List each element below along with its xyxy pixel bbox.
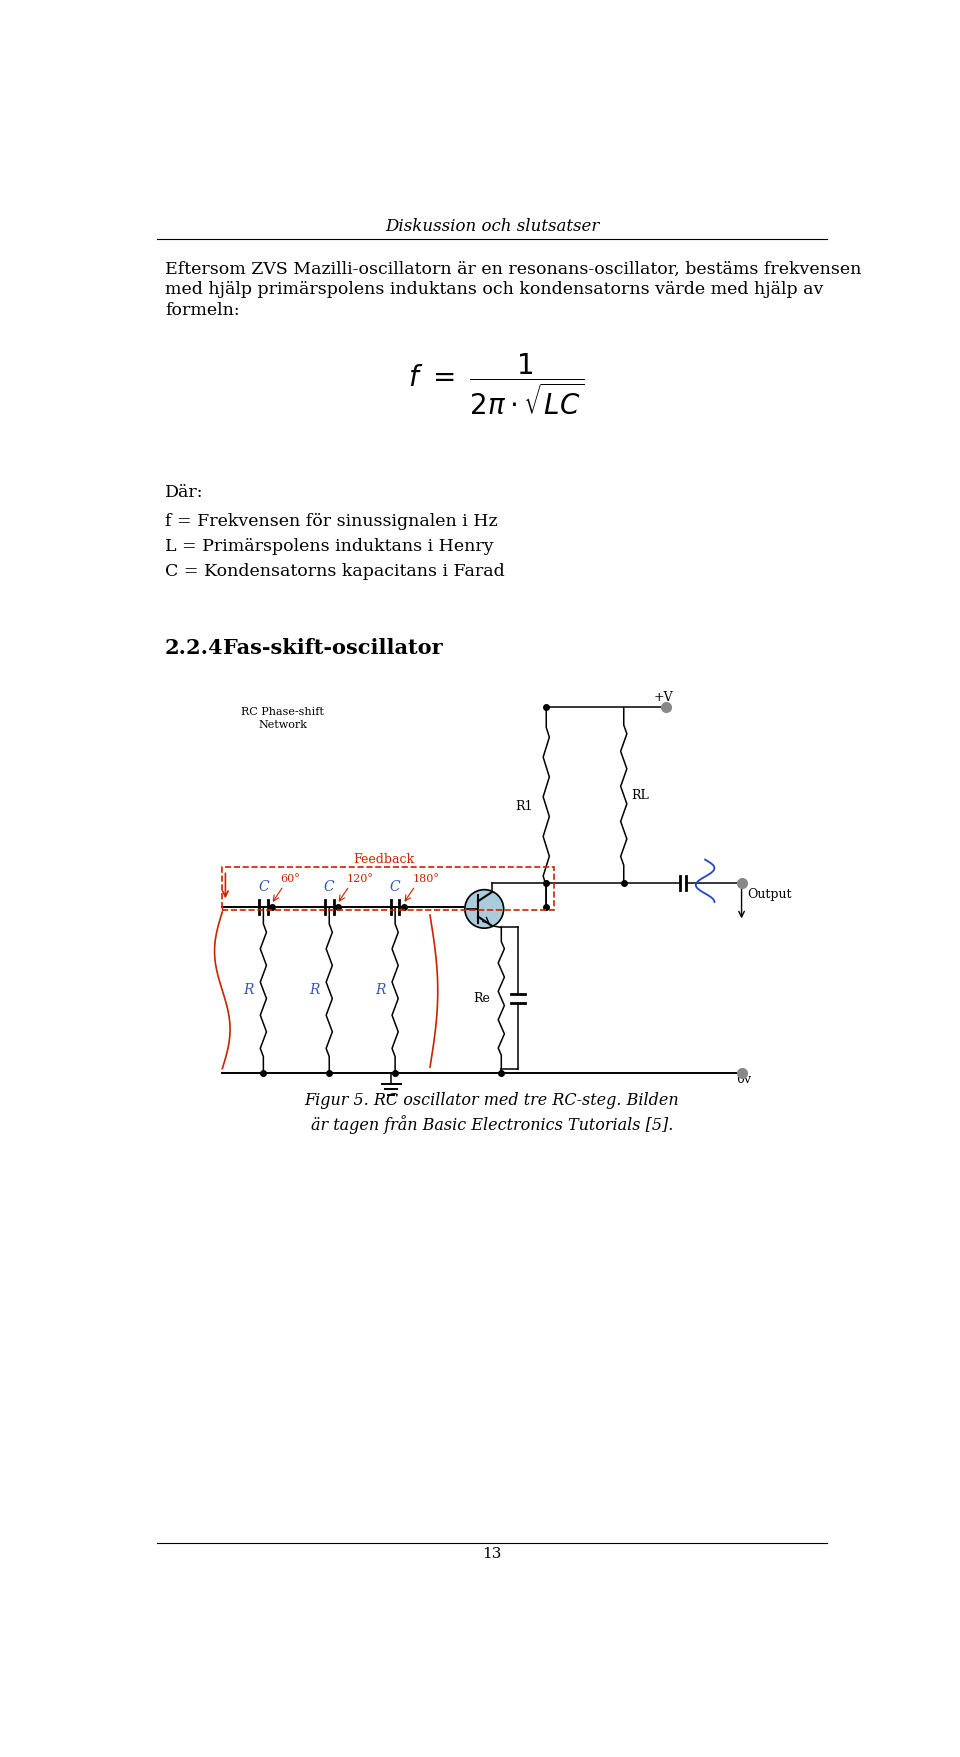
Text: +V: +V — [653, 691, 673, 703]
Text: C = Kondensatorns kapacitans i Farad: C = Kondensatorns kapacitans i Farad — [165, 562, 505, 580]
Text: Output: Output — [748, 887, 792, 901]
Text: R: R — [375, 984, 386, 998]
Circle shape — [465, 889, 504, 928]
Text: Diskussion och slutsatser: Diskussion och slutsatser — [385, 218, 599, 235]
Text: RC Phase-shift
Network: RC Phase-shift Network — [241, 708, 324, 729]
Text: L = Primärspolens induktans i Henry: L = Primärspolens induktans i Henry — [165, 538, 493, 555]
Text: C: C — [324, 880, 335, 894]
Text: Fas-skift-oscillator: Fas-skift-oscillator — [223, 638, 443, 659]
Text: Figur 5. RC oscillator med tre RC-steg. Bilden: Figur 5. RC oscillator med tre RC-steg. … — [304, 1093, 680, 1109]
Text: med hjälp primärspolens induktans och kondensatorns värde med hjälp av: med hjälp primärspolens induktans och ko… — [165, 281, 824, 299]
Text: f = Frekvensen för sinussignalen i Hz: f = Frekvensen för sinussignalen i Hz — [165, 513, 497, 531]
Text: $f \ = \ \dfrac{1}{2\pi \cdot \sqrt{LC}}$: $f \ = \ \dfrac{1}{2\pi \cdot \sqrt{LC}}… — [408, 351, 584, 416]
Text: R: R — [244, 984, 254, 998]
Text: Re: Re — [472, 993, 490, 1005]
Text: C: C — [390, 880, 400, 894]
Text: är tagen från Basic Electronics Tutorials [5].: är tagen från Basic Electronics Tutorial… — [311, 1116, 673, 1135]
Text: C: C — [258, 880, 269, 894]
Text: 2.2.4: 2.2.4 — [165, 638, 224, 659]
Text: RL: RL — [632, 789, 649, 801]
Text: Feedback: Feedback — [353, 852, 415, 866]
Text: Eftersom ZVS Mazilli-oscillatorn är en resonans-oscillator, bestäms frekvensen: Eftersom ZVS Mazilli-oscillatorn är en r… — [165, 260, 861, 278]
Text: 60°: 60° — [280, 875, 300, 884]
Text: formeln:: formeln: — [165, 302, 240, 318]
Text: 180°: 180° — [412, 875, 439, 884]
Text: R1: R1 — [516, 799, 533, 813]
Text: 120°: 120° — [347, 875, 373, 884]
Text: 0v: 0v — [736, 1074, 752, 1086]
Text: R: R — [309, 984, 320, 998]
Text: Där:: Där: — [165, 485, 204, 501]
Text: 13: 13 — [482, 1546, 502, 1560]
